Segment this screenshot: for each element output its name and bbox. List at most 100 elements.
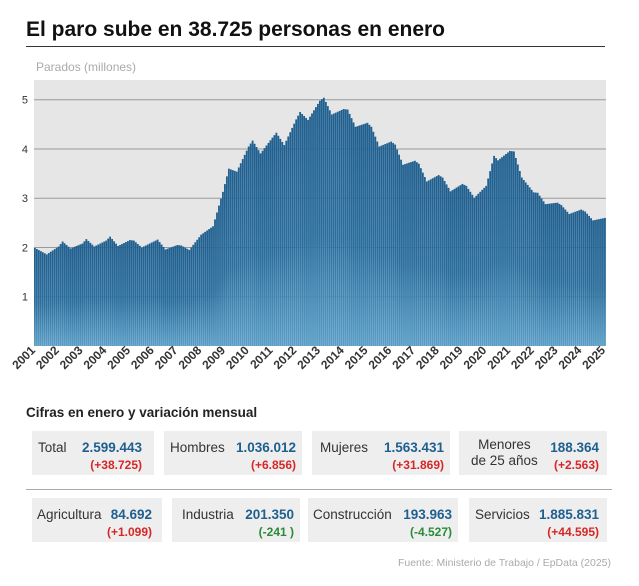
stat-value: 193.963 [403, 507, 452, 522]
bar [57, 246, 60, 346]
bar [214, 219, 216, 346]
bar [313, 110, 315, 346]
bar [168, 247, 171, 346]
bar [164, 249, 167, 346]
x-tick-label: 2021 [484, 343, 513, 372]
bar [251, 140, 254, 346]
bar [257, 150, 260, 346]
bar [55, 247, 58, 346]
bar [117, 246, 119, 346]
bar [202, 233, 205, 346]
bar [514, 157, 517, 346]
bar [491, 163, 494, 346]
bar [196, 239, 199, 346]
stat-card: Construcción 193.963 (-4.527) [308, 498, 458, 542]
bar [77, 245, 80, 346]
bar [255, 146, 258, 346]
y-tick-label: 5 [22, 95, 28, 107]
bar [71, 247, 74, 346]
source-note: Fuente: Ministerio de Trabajo / EpData (… [397, 557, 611, 569]
bar [429, 179, 432, 346]
bar [326, 106, 329, 346]
bar [576, 211, 579, 346]
bar [441, 177, 444, 346]
title-divider [26, 46, 605, 47]
bar [340, 109, 343, 346]
bar [93, 246, 96, 346]
bar [558, 203, 561, 346]
bar [408, 162, 410, 346]
bar [235, 171, 238, 346]
x-tick-label: 2004 [81, 343, 110, 372]
bar [568, 213, 571, 346]
bar [192, 244, 195, 346]
stat-value: 1.036.012 [235, 440, 296, 455]
bar [247, 146, 250, 346]
bar [245, 150, 248, 346]
bar [186, 248, 189, 346]
x-tick-label: 2017 [389, 343, 418, 372]
bar [516, 164, 519, 346]
bar [348, 113, 351, 346]
stat-label-line1: Menores [478, 437, 531, 452]
stat-card: Hombres 1.036.012 (+6.856) [164, 431, 302, 475]
bar [344, 109, 347, 346]
bar [449, 191, 452, 346]
bar [271, 137, 274, 346]
stat-label: Industria [182, 507, 234, 522]
bar [520, 177, 523, 346]
stat-card: Servicios 1.885.831 (+44.595) [469, 498, 607, 542]
bar [91, 244, 94, 346]
x-tick-label: 2006 [128, 343, 157, 372]
bar [328, 110, 331, 346]
bar [584, 211, 587, 346]
bar [148, 243, 151, 346]
bar [305, 117, 307, 347]
stat-card: Agricultura 84.692 (+1.099) [32, 498, 162, 542]
bar [160, 244, 163, 346]
bar [134, 242, 137, 346]
bar [99, 243, 102, 346]
bar [136, 244, 139, 346]
bar [528, 187, 531, 346]
bar [465, 185, 468, 346]
y-tick-label: 3 [22, 193, 28, 205]
stat-change: (+2.563) [553, 458, 599, 472]
x-tick-label: 2020 [461, 343, 490, 372]
stat-value: 1.885.831 [538, 507, 599, 522]
bar [378, 146, 381, 346]
stat-change: (+31.869) [392, 458, 444, 472]
x-tick-label: 2005 [104, 343, 133, 372]
bar [453, 188, 456, 346]
bar [140, 247, 143, 346]
bar [295, 119, 298, 346]
bar [45, 254, 48, 346]
bar [481, 189, 484, 346]
bar [455, 187, 458, 346]
bar [156, 239, 159, 346]
bar [505, 154, 507, 346]
bar [204, 231, 207, 346]
bar [269, 140, 272, 346]
bar [35, 249, 38, 346]
bar [320, 99, 323, 347]
bar [362, 124, 365, 346]
bar [592, 220, 594, 346]
bar [485, 185, 488, 346]
bar [172, 246, 175, 346]
bar [208, 229, 210, 346]
bar [503, 155, 505, 346]
bar [461, 183, 464, 346]
bar [580, 209, 583, 346]
bar [125, 242, 127, 346]
bar [279, 138, 282, 346]
bar [222, 191, 224, 346]
stat-label: Menores de 25 años [471, 437, 538, 469]
bar [392, 143, 395, 346]
bar [85, 239, 88, 346]
stat-change: (-241 ) [258, 525, 294, 539]
bar [332, 113, 335, 346]
bar [530, 189, 533, 346]
bar [423, 177, 426, 346]
bar [289, 132, 292, 346]
